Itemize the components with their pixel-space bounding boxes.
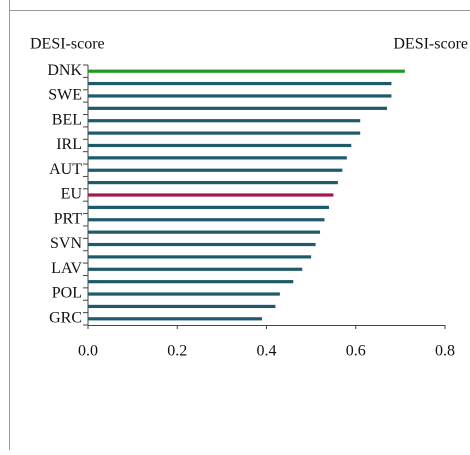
bar xyxy=(88,106,387,110)
y-tick-label: DNK xyxy=(47,62,82,79)
bar xyxy=(88,255,312,259)
bar xyxy=(88,143,352,148)
y-tick-label: EU xyxy=(61,186,83,203)
bar xyxy=(88,242,316,247)
bar xyxy=(88,94,392,98)
y-axis-label: DESI-score xyxy=(30,36,105,53)
bar xyxy=(88,69,405,73)
y-tick-label: AUT xyxy=(49,161,82,178)
bar xyxy=(88,181,338,185)
bar xyxy=(88,218,325,222)
y-tick-label: SVN xyxy=(50,235,82,252)
bar xyxy=(88,230,321,234)
y-tick-label: GRC xyxy=(49,309,82,326)
y-tick-label: IRL xyxy=(56,136,82,153)
bar xyxy=(88,81,392,86)
x-tick-label: 0.0 xyxy=(78,343,98,360)
y-tick-label: SWE xyxy=(48,87,82,104)
y-tick-label: POL xyxy=(52,285,82,302)
x-tick-label: 0.6 xyxy=(346,343,366,360)
bar xyxy=(88,205,329,209)
bar xyxy=(88,267,303,271)
x-tick-label: 0.8 xyxy=(435,343,455,360)
legend-label: DESI-score xyxy=(393,36,468,53)
x-tick-label: 0.4 xyxy=(257,343,277,360)
y-tick-label: PRT xyxy=(54,210,83,227)
bar xyxy=(88,131,361,135)
bar xyxy=(88,156,347,160)
bar xyxy=(88,304,276,309)
bar xyxy=(88,292,280,296)
bar xyxy=(88,193,334,197)
bar xyxy=(88,280,294,284)
y-tick-label: LAV xyxy=(51,260,82,277)
x-tick-label: 0.2 xyxy=(167,343,187,360)
y-tick-label: BEL xyxy=(52,111,82,128)
bar xyxy=(88,317,263,321)
bar xyxy=(88,119,361,123)
bar xyxy=(88,168,343,172)
